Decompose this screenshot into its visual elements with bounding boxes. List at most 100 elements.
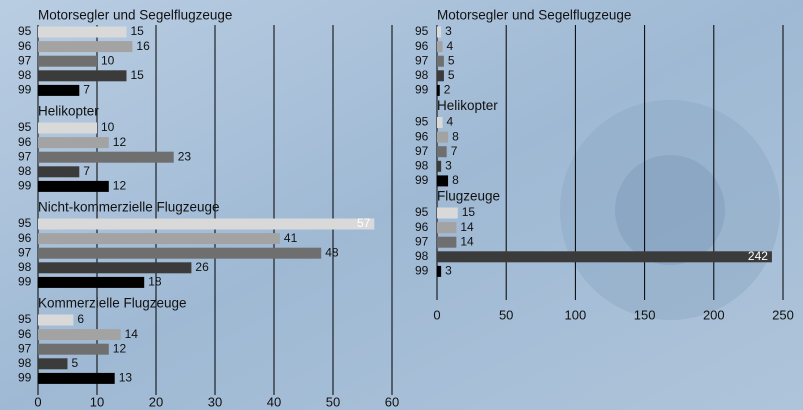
- group-title: Kommerzielle Flugzeuge: [38, 296, 187, 311]
- bar: [38, 41, 133, 53]
- value-label: 5: [72, 356, 79, 370]
- bar: [38, 276, 145, 288]
- category-label: 97: [415, 234, 429, 248]
- category-label: 98: [415, 68, 429, 82]
- bar: [38, 151, 174, 163]
- value-label: 48: [325, 245, 339, 259]
- x-tick-label: 20: [149, 394, 163, 409]
- category-label: 95: [18, 312, 32, 326]
- value-label: 15: [131, 68, 145, 82]
- category-label: 99: [415, 264, 429, 278]
- value-label: 23: [178, 149, 192, 163]
- bar: [38, 247, 322, 259]
- bar: [437, 222, 457, 234]
- category-label: 99: [18, 83, 32, 97]
- bar: [38, 180, 109, 192]
- x-tick-label: 40: [267, 394, 281, 409]
- value-label: 15: [131, 24, 145, 38]
- bar: [38, 329, 121, 341]
- category-label: 99: [415, 173, 429, 187]
- x-tick-label: 100: [565, 307, 587, 322]
- value-label: 57: [357, 216, 371, 230]
- value-label: 8: [452, 173, 459, 187]
- category-label: 97: [18, 245, 32, 259]
- category-label: 97: [18, 341, 32, 355]
- value-label: 14: [460, 234, 474, 248]
- x-tick-label: 30: [208, 394, 222, 409]
- group-title: Helikopter: [38, 104, 99, 119]
- category-label: 96: [415, 39, 429, 53]
- x-tick-label: 200: [703, 307, 725, 322]
- category-label: 97: [415, 53, 429, 67]
- value-label: 3: [445, 264, 452, 278]
- bar: [38, 358, 68, 370]
- x-tick-label: 150: [634, 307, 656, 322]
- category-label: 99: [415, 83, 429, 97]
- category-label: 98: [18, 260, 32, 274]
- category-label: 98: [18, 164, 32, 178]
- bar: [38, 262, 192, 274]
- bar: [437, 26, 442, 38]
- value-label: 7: [83, 164, 90, 178]
- value-label: 2: [444, 83, 451, 97]
- category-label: 97: [415, 144, 429, 158]
- background-shape: [615, 155, 725, 265]
- group-title: Flugzeuge: [437, 189, 500, 204]
- bar: [38, 343, 109, 355]
- bar: [437, 146, 447, 158]
- group-title: Helikopter: [437, 98, 498, 113]
- category-label: 98: [18, 356, 32, 370]
- value-label: 18: [148, 275, 162, 289]
- bar: [38, 166, 80, 178]
- x-tick-label: 10: [90, 394, 104, 409]
- value-label: 16: [136, 39, 150, 53]
- category-label: 99: [18, 275, 32, 289]
- category-label: 99: [18, 371, 32, 385]
- x-tick-label: 60: [385, 394, 399, 409]
- value-label: 5: [448, 53, 455, 67]
- bar: [437, 41, 443, 53]
- category-label: 95: [415, 205, 429, 219]
- value-label: 10: [101, 120, 115, 134]
- value-label: 7: [451, 144, 458, 158]
- category-label: 98: [415, 158, 429, 172]
- value-label: 7: [83, 83, 90, 97]
- category-label: 95: [18, 216, 32, 230]
- value-label: 8: [452, 129, 459, 143]
- bar: [38, 70, 127, 82]
- category-label: 96: [18, 231, 32, 245]
- x-tick-label: 0: [34, 394, 41, 409]
- bar: [437, 265, 442, 277]
- value-label: 14: [460, 220, 474, 234]
- category-label: 99: [18, 179, 32, 193]
- bar: [38, 26, 127, 38]
- x-tick-label: 0: [433, 307, 440, 322]
- value-label: 41: [284, 231, 298, 245]
- value-label: 13: [119, 371, 133, 385]
- value-label: 12: [113, 135, 127, 149]
- category-label: 96: [415, 129, 429, 143]
- bar: [38, 137, 109, 149]
- bar: [38, 372, 115, 384]
- category-label: 98: [18, 68, 32, 82]
- x-tick-label: 250: [772, 307, 794, 322]
- category-label: 98: [415, 249, 429, 263]
- bar: [38, 233, 280, 245]
- bar: [38, 314, 74, 326]
- category-label: 96: [415, 220, 429, 234]
- category-label: 95: [18, 24, 32, 38]
- category-label: 96: [18, 135, 32, 149]
- value-label: 4: [447, 39, 454, 53]
- category-label: 96: [18, 327, 32, 341]
- value-label: 5: [448, 68, 455, 82]
- bar: [38, 55, 97, 67]
- value-label: 14: [125, 327, 139, 341]
- category-label: 97: [18, 149, 32, 163]
- value-label: 3: [445, 24, 452, 38]
- value-label: 242: [748, 249, 768, 263]
- category-label: 97: [18, 53, 32, 67]
- x-tick-label: 50: [326, 394, 340, 409]
- value-label: 12: [113, 179, 127, 193]
